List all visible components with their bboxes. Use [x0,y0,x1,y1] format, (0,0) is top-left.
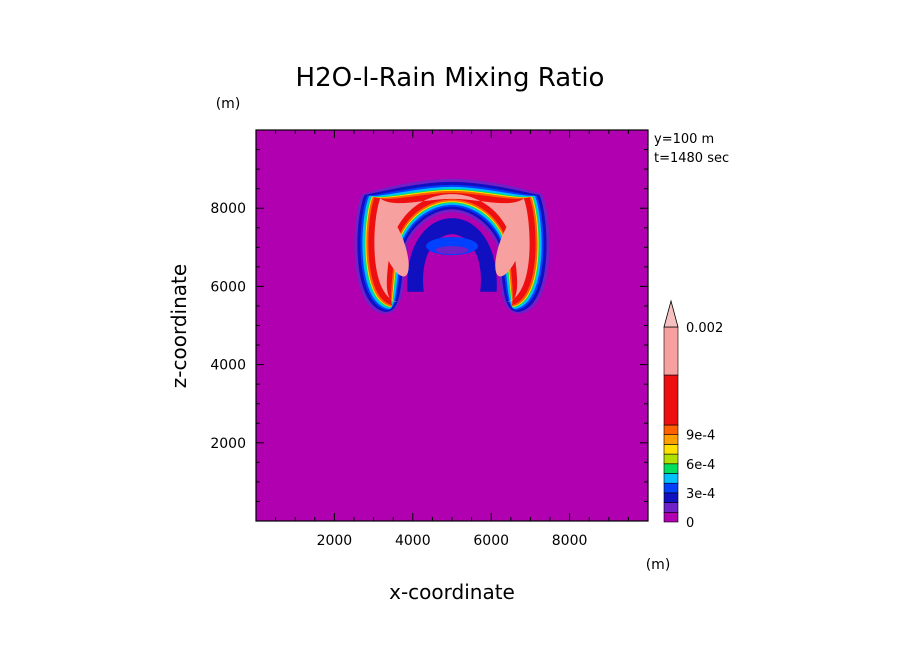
colorbar-segment [663,482,679,494]
x-unit-label: (m) [646,557,671,573]
x-tick-label: 6000 [473,533,509,549]
colorbar-segment [663,326,679,376]
x-axis-label: x-coordinate [389,580,515,604]
colorbar-segment [663,511,679,523]
colorbar-segment [663,444,679,455]
x-tick-label: 4000 [395,533,431,549]
contour-band-6 [366,190,538,307]
chart-title: H2O-l-Rain Mixing Ratio [296,63,605,93]
inner-arch [407,218,497,292]
x-tick-label: 8000 [552,533,588,549]
colorbar-segment [663,502,679,513]
y-tick-label: 8000 [210,201,246,217]
x-tick-label: 2000 [317,533,353,549]
colorbar-extend-arrow [663,299,679,328]
max-lobe-right [495,212,527,277]
colorbar-segment [663,424,679,435]
colorbar-segment [663,453,679,465]
colorbar-tick-label: 6e-4 [686,458,715,473]
colorbar-segment [663,473,679,484]
y-unit-label: (m) [216,96,241,112]
annotation-line-1: y=100 m [654,132,714,147]
colorbar-tick-label: 0 [686,516,694,531]
colorbar: 0 3e-4 6e-4 9e-4 0.002 [663,299,723,531]
colorbar-tick-label: 0.002 [686,321,723,336]
y-tick-label: 6000 [210,279,246,295]
colorbar-segment [663,374,679,426]
annotation-line-2: t=1480 sec [654,151,729,166]
colorbar-segment [663,434,679,445]
colorbar-segment [663,492,679,503]
y-tick-label: 2000 [210,436,246,452]
rain-field [354,178,550,314]
x-axis: 2000 4000 6000 8000 [275,130,629,549]
y-axis: 2000 4000 6000 8000 [210,149,648,502]
y-axis-label: z-coordinate [167,264,191,388]
colorbar-tick-label: 9e-4 [686,429,715,444]
colorbar-segment [663,463,679,474]
y-tick-label: 4000 [210,358,246,374]
colorbar-tick-label: 3e-4 [686,487,715,502]
inner-core-purple [435,246,469,255]
max-lobe-left [377,212,409,277]
contour-band-8 [374,194,530,302]
